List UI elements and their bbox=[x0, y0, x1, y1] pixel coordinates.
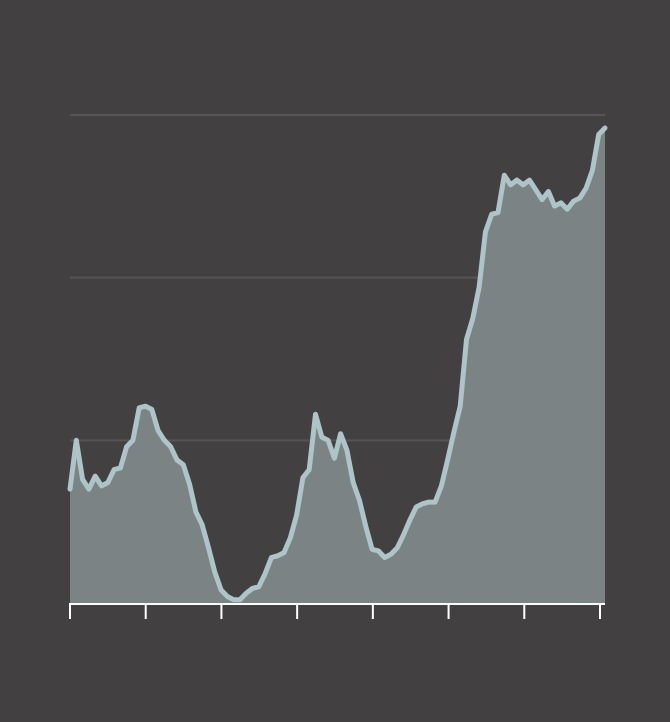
series-line bbox=[67, 125, 608, 603]
x-axis bbox=[69, 603, 605, 619]
area-fill bbox=[70, 128, 605, 603]
